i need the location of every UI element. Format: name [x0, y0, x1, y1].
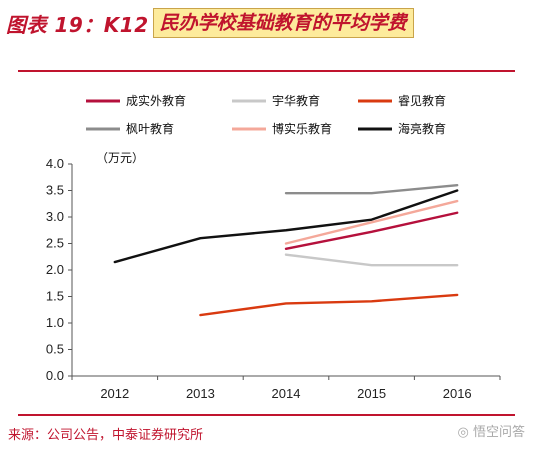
- bottom-divider: [18, 414, 515, 416]
- y-tick-label: 0.0: [46, 368, 64, 383]
- y-tick-label: 3.0: [46, 209, 64, 224]
- x-tick-label: 2015: [357, 386, 386, 401]
- series-line-6: [113, 189, 459, 264]
- legend-label: 睿见教育: [398, 93, 446, 108]
- legend-label: 宇华教育: [272, 93, 320, 108]
- legend-label: 枫叶教育: [126, 121, 174, 136]
- y-tick-label: 3.5: [46, 183, 64, 198]
- x-tick-label: 2016: [443, 386, 472, 401]
- chart-title-row: 图表 19：K12 民办学校基础教育的平均学费: [6, 6, 414, 40]
- y-tick-label: 2.0: [46, 262, 64, 277]
- y-tick-label: 1.5: [46, 289, 64, 304]
- x-tick-label: 2013: [186, 386, 215, 401]
- series-line-1: [284, 211, 459, 251]
- legend-label: 成实外教育: [126, 93, 186, 108]
- series-line-2: [284, 253, 459, 267]
- x-tick-label: 2012: [100, 386, 129, 401]
- legend-label: 海亮教育: [398, 121, 446, 136]
- y-tick-label: 1.0: [46, 315, 64, 330]
- series-line-5: [284, 199, 459, 245]
- legend-label: 博实乐教育: [272, 121, 332, 136]
- x-tick-label: 2014: [272, 386, 301, 401]
- top-divider: [18, 70, 515, 72]
- chart-title-box: 民办学校基础教育的平均学费: [152, 8, 414, 38]
- chart-title-prefix: 图表 19：K12: [6, 12, 149, 37]
- y-unit-label: （万元）: [96, 151, 144, 165]
- y-tick-label: 2.5: [46, 236, 64, 251]
- y-tick-label: 4.0: [46, 156, 64, 171]
- y-tick-label: 0.5: [46, 342, 64, 357]
- source-note: 来源：公司公告，中泰证券研究所: [8, 428, 204, 443]
- series-line-4: [284, 183, 459, 195]
- series-line-3: [199, 293, 459, 317]
- watermark: ◎ 悟空问答: [457, 425, 525, 440]
